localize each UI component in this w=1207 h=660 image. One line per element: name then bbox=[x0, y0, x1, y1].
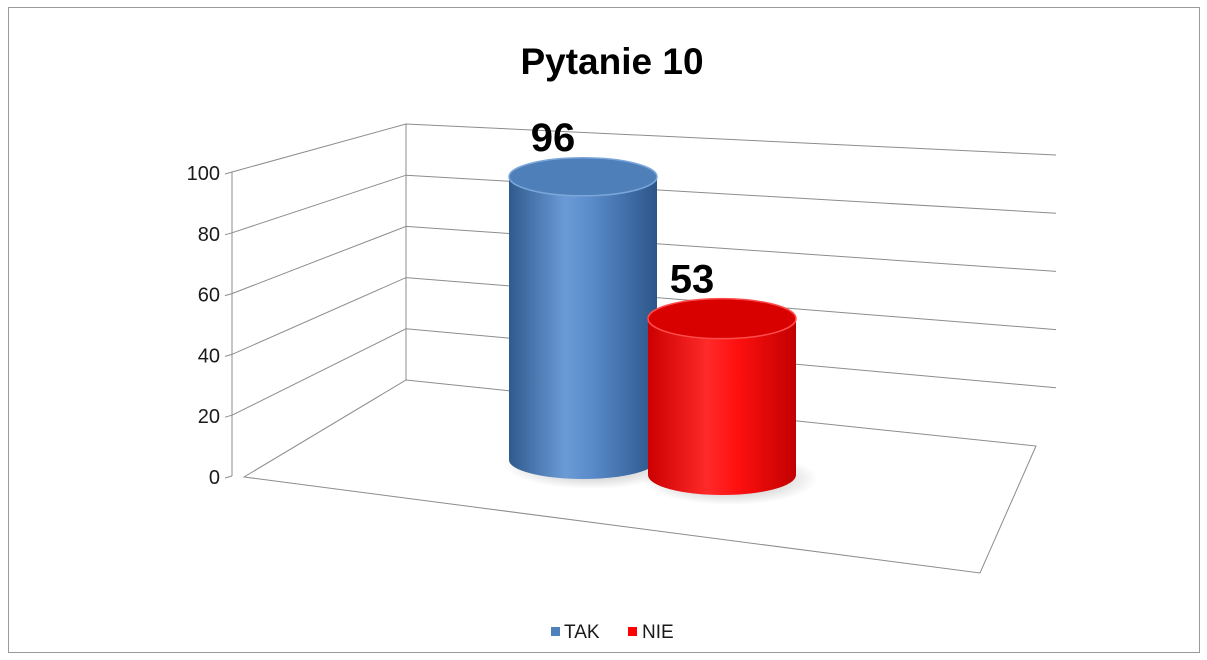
legend-item-tak: TAK bbox=[551, 622, 600, 643]
y-tick-mark bbox=[224, 293, 233, 297]
y-tick-label: 20 bbox=[198, 406, 220, 428]
gridline bbox=[231, 123, 1057, 173]
y-tick-label: 60 bbox=[198, 285, 220, 307]
labels-layer: 96 53 bbox=[531, 116, 715, 302]
bar-top-cap bbox=[508, 157, 658, 197]
data-label-tak: 96 bbox=[531, 116, 576, 160]
y-tick-mark bbox=[224, 171, 233, 175]
y-tick-mark bbox=[224, 232, 233, 236]
axis-layer: 0 20 40 60 80 100 bbox=[187, 124, 1037, 574]
legend-swatch bbox=[551, 627, 560, 636]
bar-body bbox=[648, 318, 796, 495]
data-label-nie: 53 bbox=[670, 258, 715, 302]
y-tick-mark bbox=[224, 353, 233, 357]
legend-item-nie: NIE bbox=[628, 622, 674, 643]
y-tick-label: 40 bbox=[198, 345, 220, 367]
y-tick-label: 80 bbox=[198, 224, 220, 246]
legend-label: NIE bbox=[642, 622, 674, 643]
chart-title: Pytanie 10 bbox=[520, 41, 703, 82]
floor-plane bbox=[242, 379, 1037, 574]
legend: TAK NIE bbox=[551, 622, 674, 643]
bars-layer bbox=[503, 157, 818, 505]
legend-label: TAK bbox=[564, 622, 600, 643]
y-tick-mark bbox=[224, 414, 233, 418]
legend-swatch bbox=[628, 627, 637, 636]
y-tick-label: 0 bbox=[209, 467, 220, 489]
bar-nie bbox=[642, 297, 818, 505]
y-tick-mark bbox=[224, 475, 233, 479]
bar-tak bbox=[503, 157, 679, 489]
y-tick-label: 100 bbox=[187, 163, 220, 185]
bar-top-cap bbox=[647, 297, 797, 340]
bar-body bbox=[509, 176, 657, 480]
